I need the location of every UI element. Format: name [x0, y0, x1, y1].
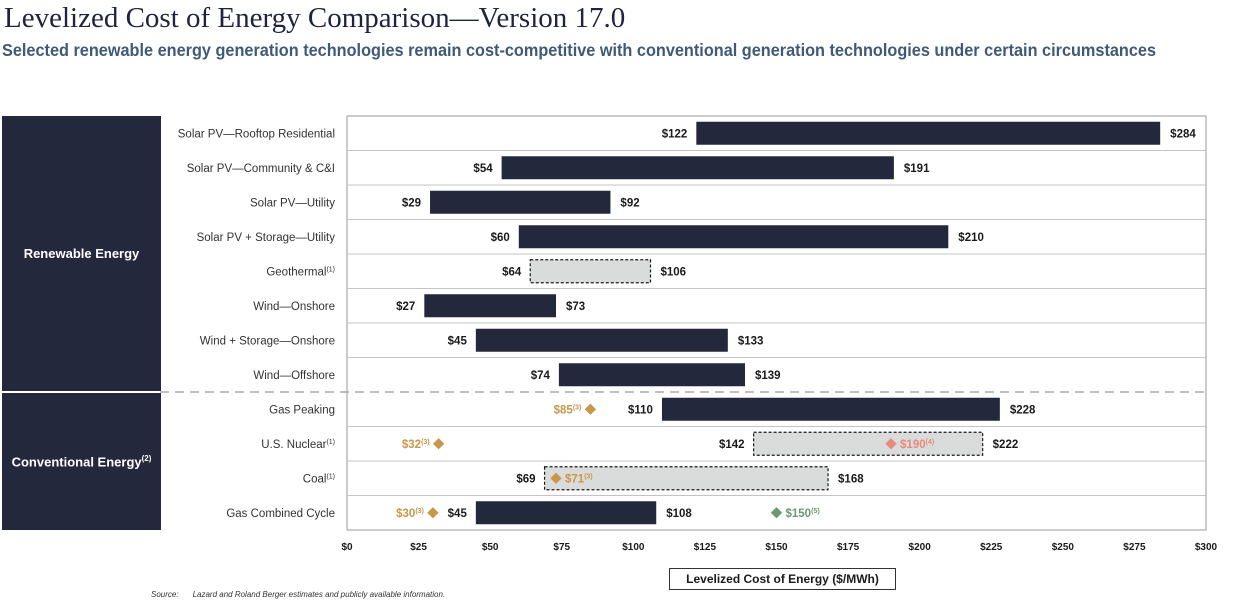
bar-low-label: $110 — [628, 404, 653, 416]
range-bar — [430, 190, 611, 214]
group-label-renewable: Renewable Energy — [23, 246, 140, 261]
x-tick-label: $175 — [837, 542, 860, 553]
x-tick-label: $200 — [909, 542, 932, 553]
bar-high-label: $228 — [1010, 404, 1036, 416]
group-panel-conventional: Conventional Energy(2) — [2, 393, 161, 530]
bar-high-label: $168 — [838, 473, 864, 485]
row-label: Wind + Storage—Onshore — [200, 335, 335, 347]
x-tick-label: $150 — [765, 542, 788, 553]
bar-low-label: $60 — [491, 232, 510, 244]
bar-low-label: $27 — [396, 301, 415, 313]
range-bar — [696, 121, 1161, 145]
marker-diamond — [584, 403, 597, 415]
marker-diamond — [432, 438, 445, 450]
range-bar — [518, 225, 949, 249]
row-label: Solar PV + Storage—Utility — [197, 232, 336, 244]
marker-diamond — [770, 507, 783, 519]
row-label: U.S. Nuclear(1) — [261, 439, 335, 451]
x-tick-label: $50 — [482, 542, 499, 553]
range-bar — [661, 397, 1000, 421]
x-axis-title: Levelized Cost of Energy ($/MWh) — [669, 568, 896, 590]
range-bar — [475, 501, 657, 525]
x-tick-label: $250 — [1052, 542, 1075, 553]
marker-diamond — [885, 438, 897, 450]
marker-label: $190(4) — [900, 439, 934, 451]
bar-high-label: $191 — [904, 163, 930, 175]
range-bar-dashed — [543, 466, 829, 491]
bar-high-label: $222 — [993, 439, 1019, 451]
row-label: Solar PV—Rooftop Residential — [178, 128, 335, 140]
range-bar — [424, 294, 557, 318]
bar-high-label: $92 — [620, 197, 639, 209]
x-tick-label: $75 — [553, 542, 570, 553]
row-label: Gas Combined Cycle — [226, 508, 335, 520]
group-label-conventional: Conventional Energy(2) — [11, 453, 152, 470]
row-label: Wind—Offshore — [253, 370, 335, 382]
bar-low-label: $45 — [448, 508, 468, 520]
x-tick-label: $0 — [341, 542, 353, 553]
group-panel-renewable: Renewable Energy — [2, 116, 161, 391]
marker-diamond — [550, 472, 562, 484]
x-tick-label: $300 — [1195, 542, 1218, 553]
bar-low-label: $142 — [719, 439, 745, 451]
page-title: Levelized Cost of Energy Comparison—Vers… — [4, 2, 626, 34]
x-tick-label: $275 — [1123, 542, 1146, 553]
bar-low-label: $69 — [516, 473, 535, 485]
marker-label: $32(3) — [402, 439, 430, 451]
marker-label: $150(5) — [786, 508, 820, 520]
bar-low-label: $74 — [531, 370, 551, 382]
bar-high-label: $139 — [755, 370, 781, 382]
bar-low-label: $29 — [402, 197, 421, 209]
x-tick-label: $225 — [980, 542, 1003, 553]
source-note: Source: Lazard and Roland Berger estimate… — [151, 590, 445, 599]
x-tick-label: $25 — [410, 542, 427, 553]
row-label: Solar PV—Community & C&I — [187, 163, 335, 175]
marker-label: $30(3) — [396, 508, 424, 520]
range-bar — [501, 156, 894, 180]
row-label: Gas Peaking — [269, 404, 335, 416]
group-label-conventional-note: (2) — [141, 453, 152, 463]
range-bar-dashed — [752, 431, 984, 456]
bar-high-label: $284 — [1170, 128, 1196, 140]
page-subtitle: Selected renewable energy generation tec… — [2, 40, 1157, 60]
bar-low-label: $122 — [662, 128, 688, 140]
row-label: Solar PV—Utility — [250, 197, 335, 209]
bar-low-label: $45 — [448, 335, 468, 347]
bar-high-label: $73 — [566, 301, 585, 313]
row-label: Coal(1) — [303, 473, 335, 485]
bar-low-label: $64 — [502, 266, 522, 278]
x-tick-label: $125 — [694, 542, 717, 553]
bar-high-label: $133 — [738, 335, 764, 347]
bar-high-label: $210 — [958, 232, 984, 244]
marker-diamond — [427, 507, 439, 519]
range-bar — [558, 363, 746, 387]
range-bar — [475, 328, 728, 352]
source-label: Source: — [151, 590, 179, 599]
x-tick-label: $100 — [622, 542, 645, 553]
bar-high-label: $106 — [661, 266, 687, 278]
row-label: Geothermal(1) — [266, 266, 335, 278]
source-text: Lazard and Roland Berger estimates and p… — [192, 590, 446, 599]
bar-low-label: $54 — [473, 163, 493, 175]
marker-label: $85(3) — [554, 404, 582, 416]
range-bar-dashed — [529, 259, 652, 284]
row-label: Wind—Onshore — [253, 301, 335, 313]
marker-label: $71(3) — [565, 473, 593, 485]
bar-high-label: $108 — [666, 508, 692, 520]
